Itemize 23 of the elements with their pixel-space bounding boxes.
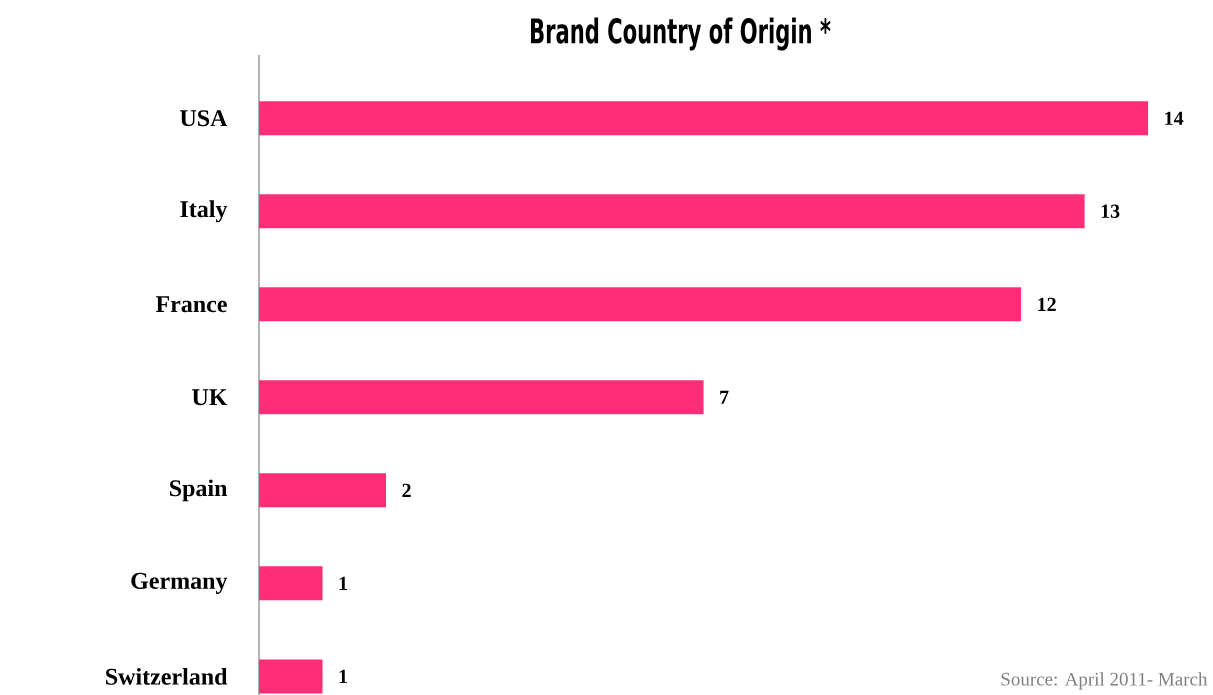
bar <box>259 194 1085 229</box>
data-label: 13 <box>1101 204 1120 218</box>
y-tick-label: USA <box>180 110 228 127</box>
data-label: 1 <box>339 576 348 590</box>
y-tick-label: Italy <box>180 200 228 223</box>
annotation: Source: April 2011- March <box>1001 672 1208 690</box>
bar <box>259 287 1022 322</box>
data-label: 14 <box>1165 111 1184 125</box>
bar <box>259 473 387 508</box>
bar <box>259 566 323 601</box>
chart-title: Brand Country of Origin * <box>531 17 831 51</box>
data-label: 12 <box>1038 297 1056 311</box>
y-tick-label: Spain <box>170 479 228 502</box>
bar <box>259 659 323 694</box>
data-label: 7 <box>720 390 729 404</box>
y-tick-label: Switzerland <box>106 667 228 685</box>
y-tick-label: Germany <box>131 572 228 594</box>
y-tick-label: France <box>155 296 227 313</box>
data-label: 1 <box>339 669 348 683</box>
data-label: 2 <box>402 483 411 497</box>
bar <box>259 380 704 415</box>
y-tick-label: UK <box>192 389 228 406</box>
bar <box>259 101 1149 136</box>
